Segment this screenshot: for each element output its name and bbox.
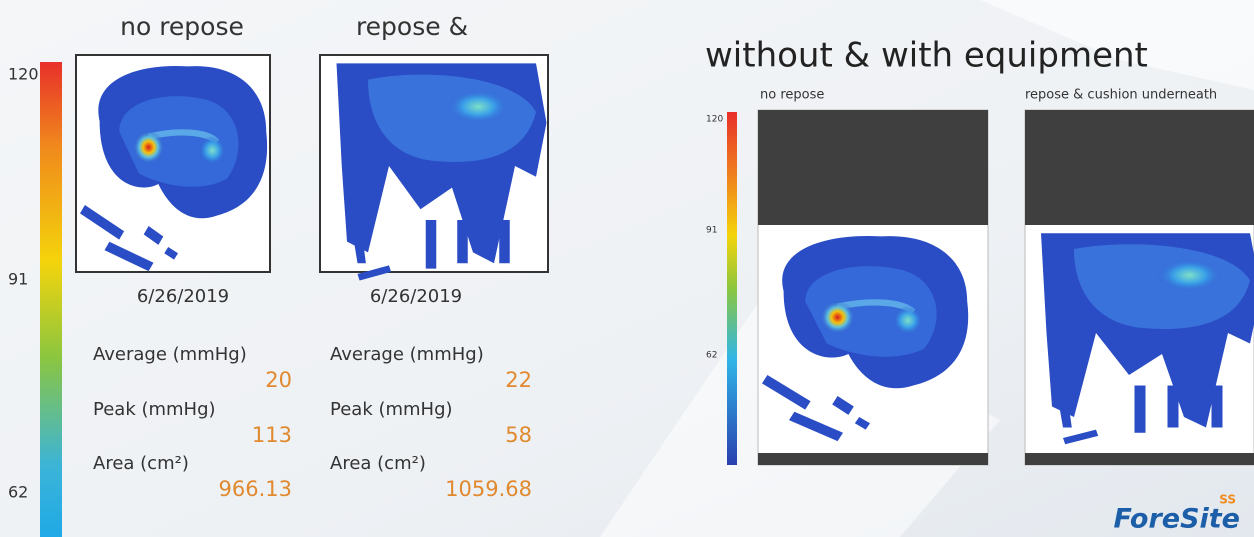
stat-value: 20 xyxy=(265,368,292,392)
stat-value: 966.13 xyxy=(219,477,292,501)
stat-value: 58 xyxy=(505,423,532,447)
date: 6/26/2019 xyxy=(137,286,229,307)
scale-label: 120 xyxy=(706,115,723,125)
panel-shade xyxy=(1025,110,1254,225)
panel-title: repose & cushion underneath xyxy=(1025,88,1217,103)
scale-label: 91 xyxy=(706,226,717,236)
date: 6/26/2019 xyxy=(370,286,462,307)
stat-value: 113 xyxy=(252,423,292,447)
decor xyxy=(980,0,1254,90)
panel-shade xyxy=(758,110,988,225)
logo: ForeSite xyxy=(1114,504,1240,535)
color-scale xyxy=(40,62,62,537)
stat-label: Area (cm²) xyxy=(93,453,189,474)
scale-label: 91 xyxy=(8,270,28,289)
stat-value: 1059.68 xyxy=(445,477,532,501)
logo-mark: SS xyxy=(1219,493,1236,507)
panel-title: repose & xyxy=(356,12,468,41)
panel-title: no repose xyxy=(760,88,824,103)
section-title: without & with equipment xyxy=(705,36,1148,76)
panel-shade xyxy=(1025,453,1254,465)
panel-title: no repose xyxy=(120,12,244,41)
stat-label: Area (cm²) xyxy=(330,453,426,474)
scale-label: 120 xyxy=(8,65,39,84)
panel-shade xyxy=(758,453,988,465)
scale-label: 62 xyxy=(706,351,717,361)
scale-label: 62 xyxy=(8,483,28,502)
color-scale xyxy=(727,112,737,465)
stat-label: Peak (mmHg) xyxy=(330,399,453,420)
stat-label: Average (mmHg) xyxy=(330,344,484,365)
stat-value: 22 xyxy=(505,368,532,392)
stat-label: Peak (mmHg) xyxy=(93,399,216,420)
stat-label: Average (mmHg) xyxy=(93,344,247,365)
